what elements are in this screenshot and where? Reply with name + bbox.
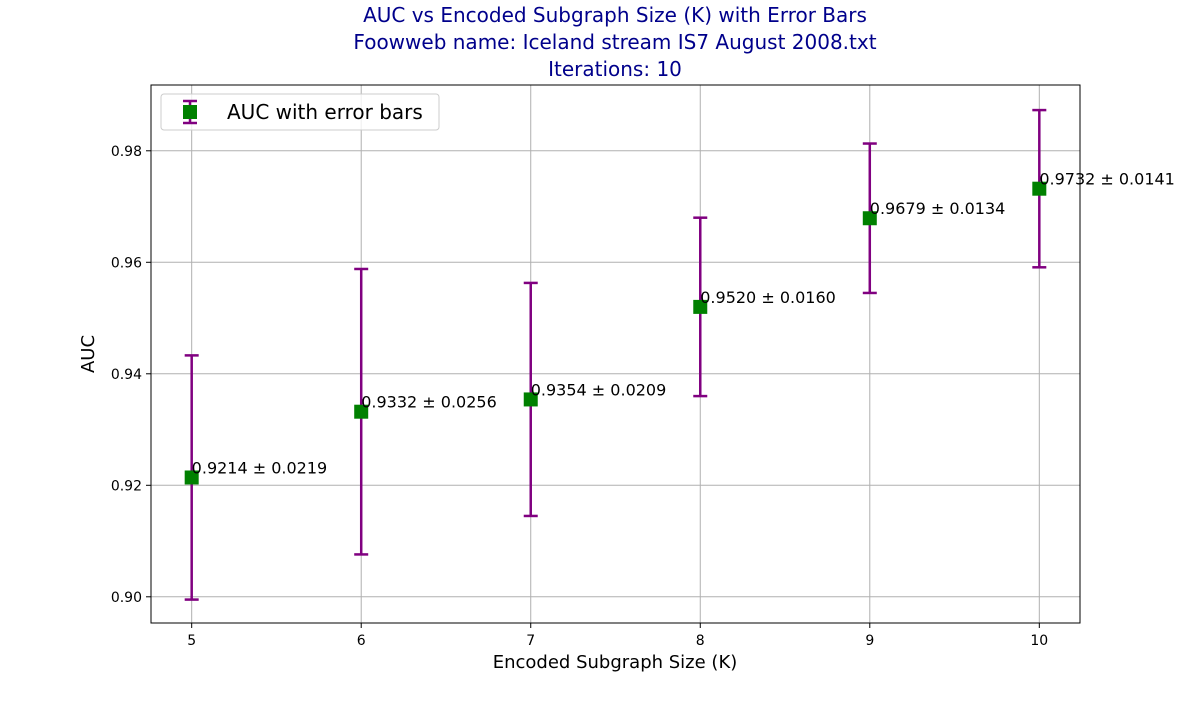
x-tick-label: 10 [1030, 633, 1048, 649]
y-tick-label: 0.96 [111, 255, 142, 271]
data-point-label: 0.9214 ± 0.0219 [192, 458, 328, 477]
y-tick-label: 0.92 [111, 478, 142, 494]
data-point-marker [1032, 181, 1047, 196]
legend-marker-square [183, 105, 197, 119]
data-point-marker [184, 470, 199, 485]
legend-label: AUC with error bars [227, 100, 423, 124]
data-point-label: 0.9679 ± 0.0134 [870, 199, 1006, 218]
y-tick-label: 0.94 [111, 367, 142, 383]
x-tick-label: 6 [357, 633, 366, 649]
data-markers [184, 181, 1047, 485]
grid-lines [151, 85, 1080, 623]
chart-title-line-1: AUC vs Encoded Subgraph Size (K) with Er… [363, 3, 867, 27]
legend: AUC with error bars [160, 93, 440, 131]
chart-title: AUC vs Encoded Subgraph Size (K) with Er… [353, 3, 876, 81]
x-axis-label: Encoded Subgraph Size (K) [493, 652, 738, 673]
axes [150, 84, 1081, 624]
x-tick-label: 9 [865, 633, 874, 649]
data-point-marker [862, 211, 877, 226]
legend-box [160, 93, 440, 131]
data-point-label: 0.9354 ± 0.0209 [531, 380, 667, 399]
data-labels: 0.9214 ± 0.0219 0.9332 ± 0.0256 0.9354 ± 0… [192, 170, 1175, 478]
data-point-marker [523, 392, 538, 407]
data-point-label: 0.9732 ± 0.0141 [1039, 170, 1175, 189]
chart-title-line-2: Foowweb name: Iceland stream IS7 August … [353, 30, 876, 54]
axis-ticks: 5 6 7 8 9 10 0.90 0.92 0.94 0.96 0.98 [111, 144, 1048, 649]
data-point-marker [693, 299, 708, 314]
x-tick-label: 8 [696, 633, 705, 649]
error-bars [184, 108, 1047, 601]
data-point-label: 0.9332 ± 0.0256 [361, 393, 497, 412]
x-tick-label: 5 [187, 633, 196, 649]
y-tick-label: 0.98 [111, 144, 142, 160]
y-axis-label: AUC [78, 335, 99, 373]
data-point-label: 0.9520 ± 0.0160 [700, 288, 836, 307]
data-point-marker [354, 404, 369, 419]
plot-area-frame [150, 84, 1081, 624]
chart-title-line-3: Iterations: 10 [548, 57, 682, 81]
x-tick-label: 7 [526, 633, 535, 649]
y-tick-label: 0.90 [111, 590, 142, 606]
